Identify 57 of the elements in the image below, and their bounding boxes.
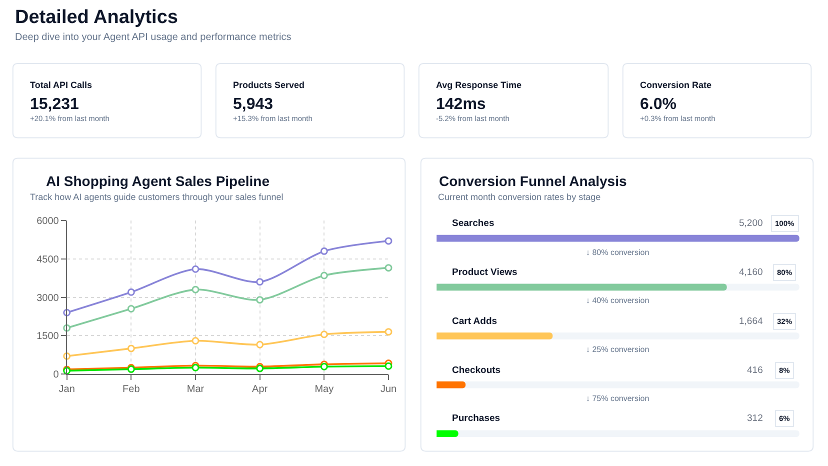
- point: [256, 340, 264, 348]
- text: 15,231: [30, 96, 80, 113]
- y-tick-label: 6000: [36, 216, 60, 227]
- annotation: ↓ 25% conversion: [586, 345, 650, 354]
- point: [127, 344, 135, 352]
- x-tick-label: Mar: [186, 384, 205, 396]
- text: Deep dive into your Agent API usage and performance metrics: [15, 32, 292, 43]
- point: [384, 362, 392, 370]
- point: [192, 286, 200, 294]
- text: Conversion Rate: [640, 80, 712, 90]
- data-label: 4,160: [739, 267, 763, 278]
- point: [127, 288, 135, 296]
- point: [256, 278, 264, 286]
- x-tick-label: Apr: [252, 384, 268, 396]
- x-tick-label: Jan: [58, 384, 75, 396]
- annotation: ↓ 40% conversion: [586, 296, 650, 305]
- text: Products Served: [233, 80, 305, 90]
- y-tick-label: 0: [53, 370, 60, 381]
- data-label: 312: [747, 413, 763, 424]
- y-tick-label: Cart Adds: [452, 316, 498, 327]
- text: Avg Response Time: [436, 80, 522, 90]
- chart-subtitle: Track how AI agents guide customers through your sales funnel: [30, 192, 284, 202]
- y-tick-label: 3000: [36, 292, 60, 304]
- point: [256, 296, 264, 304]
- bar: [436, 430, 458, 438]
- y-tick-label: 1500: [36, 331, 60, 342]
- annotation: ↓ 80% conversion: [586, 248, 650, 257]
- data-label: 416: [747, 365, 763, 376]
- point: [320, 272, 328, 280]
- point: [192, 337, 200, 345]
- y-tick-label: Checkouts: [452, 365, 501, 376]
- point: [384, 264, 392, 272]
- x-tick-label: May: [314, 384, 334, 396]
- y-tick-label: Product Views: [452, 267, 518, 278]
- y-tick-label: Searches: [452, 218, 494, 229]
- x-tick-label: Jun: [380, 384, 397, 396]
- point: [127, 305, 135, 313]
- x-tick-label: Feb: [122, 384, 140, 396]
- chart-subtitle: Current month conversion rates by stage: [438, 192, 601, 202]
- chart-title: AI Shopping Agent Sales Pipeline: [46, 173, 270, 189]
- text: 142ms: [436, 96, 486, 113]
- data-label: 1,664: [739, 316, 763, 327]
- y-tick-label: 4500: [36, 254, 60, 266]
- point: [320, 330, 328, 338]
- point: [384, 328, 392, 336]
- text: 5,943: [233, 96, 274, 113]
- text: Detailed Analytics: [15, 7, 178, 28]
- text: Total API Calls: [30, 80, 92, 90]
- point: [384, 237, 392, 245]
- annotation: ↓ 75% conversion: [586, 394, 650, 403]
- point: [192, 265, 200, 273]
- point: [320, 247, 328, 255]
- bar: [436, 381, 466, 388]
- data-label: 5,200: [739, 218, 763, 229]
- text: 6.0%: [640, 96, 676, 113]
- y-tick-label: Purchases: [452, 413, 500, 424]
- chart-title: Conversion Funnel Analysis: [439, 173, 627, 189]
